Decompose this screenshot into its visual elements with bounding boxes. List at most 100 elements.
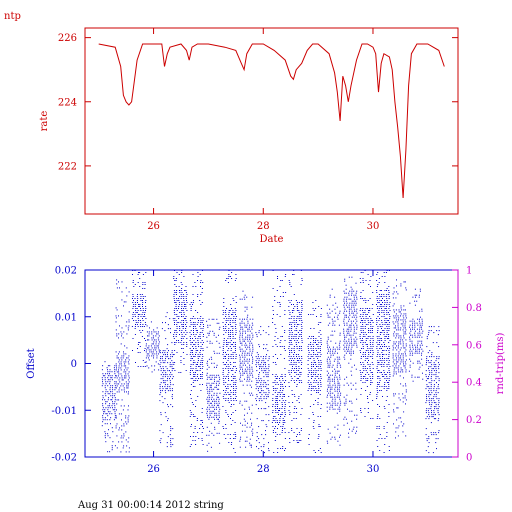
offset-point (230, 386, 232, 387)
offset-point (235, 398, 236, 399)
offset-point (403, 317, 405, 319)
offset-point (379, 450, 381, 451)
offset-point (228, 316, 230, 317)
offset-point (115, 425, 117, 427)
offset-point (251, 374, 253, 376)
offset-point (296, 358, 298, 359)
offset-point (107, 433, 109, 435)
offset-point (386, 390, 388, 391)
offset-point (207, 324, 209, 326)
offset-point (329, 374, 331, 376)
offset-point (417, 332, 419, 334)
offset-point (160, 370, 162, 372)
offset-point (162, 350, 164, 352)
offset-point (176, 298, 178, 299)
offset-point (218, 376, 220, 378)
offset-point (139, 306, 141, 307)
offset-point (433, 394, 435, 396)
offset-point (388, 304, 390, 305)
offset-point (294, 326, 295, 327)
offset-point (396, 345, 398, 347)
offset-point (332, 350, 334, 352)
offset-point (211, 398, 212, 400)
offset-point (106, 419, 108, 421)
offset-point (320, 416, 322, 417)
offset-point (211, 394, 213, 396)
offset-point (215, 376, 217, 378)
offset-point (386, 366, 388, 367)
offset-point (193, 334, 195, 335)
offset-point (186, 322, 188, 323)
offset-point (377, 326, 379, 327)
offset-point (200, 280, 202, 281)
offset-point (169, 358, 171, 360)
offset-point-column (239, 290, 254, 448)
offset-point (288, 386, 290, 387)
offset-point (355, 340, 357, 342)
offset-point (317, 374, 319, 375)
offset-point (298, 440, 300, 441)
offset-point (431, 410, 432, 412)
offset-point (353, 332, 355, 334)
offset-point (197, 432, 199, 433)
offset-point (313, 374, 315, 375)
offset-point (435, 418, 437, 420)
offset-point-column (326, 288, 342, 446)
chart-title: ntp (4, 11, 21, 22)
offset-point (381, 386, 383, 387)
offset-point (340, 392, 342, 394)
offset-point (426, 394, 428, 396)
offset-point (362, 290, 364, 291)
offset-point (291, 338, 293, 339)
offset-point (298, 316, 300, 317)
offset-point (354, 310, 355, 312)
offset-point (360, 380, 362, 381)
offset-point (172, 318, 174, 320)
offset-point (107, 407, 109, 409)
offset-point (308, 336, 310, 337)
offset-point (181, 284, 183, 285)
offset-point (329, 358, 331, 360)
offset-point (295, 354, 297, 355)
offset-point (176, 314, 178, 315)
offset-point (346, 342, 348, 344)
offset-point (427, 378, 429, 380)
offset-point (275, 436, 277, 437)
offset-point-column (222, 270, 237, 453)
offset-point (265, 348, 267, 350)
offset-point (171, 368, 173, 370)
offset-point (384, 322, 386, 323)
offset-point (291, 390, 293, 391)
offset-point (190, 356, 192, 357)
offset-point (148, 331, 150, 333)
offset-point (174, 330, 176, 331)
offset-point (260, 398, 262, 400)
offset-point (159, 388, 161, 390)
offset-point (169, 366, 171, 368)
offset-point (244, 324, 246, 326)
offset-point (319, 348, 321, 349)
offset-point (116, 423, 118, 425)
offset-point (426, 360, 428, 362)
offset-point (234, 372, 236, 373)
offset-point (223, 312, 225, 313)
offset-point (282, 396, 284, 397)
offset-point (165, 388, 167, 390)
offset-point (320, 364, 322, 365)
offset-point (388, 294, 390, 295)
offset-point (248, 380, 250, 382)
offset-point (317, 404, 319, 405)
offset-point (338, 388, 340, 390)
offset-point (169, 380, 171, 382)
offset-point (360, 298, 362, 299)
offset-point (125, 439, 127, 441)
offset-point (348, 338, 350, 340)
offset-point (416, 300, 418, 302)
offset-point (169, 378, 170, 380)
offset-point (213, 366, 215, 368)
offset-point (318, 436, 320, 437)
offset-point (336, 386, 338, 388)
offset-point (139, 286, 141, 287)
offset-point (337, 352, 338, 354)
offset-point (388, 324, 390, 325)
